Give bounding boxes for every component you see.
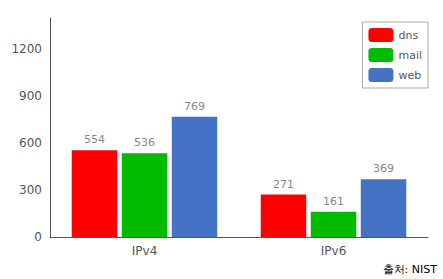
svg-text:IPv6: IPv6 xyxy=(321,244,347,258)
svg-text:1200: 1200 xyxy=(11,42,42,56)
svg-text:161: 161 xyxy=(323,195,344,208)
svg-text:769: 769 xyxy=(184,100,205,113)
svg-text:369: 369 xyxy=(373,162,394,175)
svg-text:554: 554 xyxy=(84,133,105,146)
svg-text:dns: dns xyxy=(398,29,418,42)
svg-text:web: web xyxy=(398,69,421,82)
svg-text:300: 300 xyxy=(19,183,42,197)
svg-text:900: 900 xyxy=(19,89,42,103)
svg-text:600: 600 xyxy=(19,136,42,150)
svg-text:mail: mail xyxy=(398,49,422,62)
svg-text:0: 0 xyxy=(34,230,42,244)
svg-text:536: 536 xyxy=(134,136,155,149)
svg-text:출처: NIST: 출처: NIST xyxy=(383,263,438,276)
svg-text:IPv4: IPv4 xyxy=(132,244,158,258)
svg-text:271: 271 xyxy=(273,178,294,191)
